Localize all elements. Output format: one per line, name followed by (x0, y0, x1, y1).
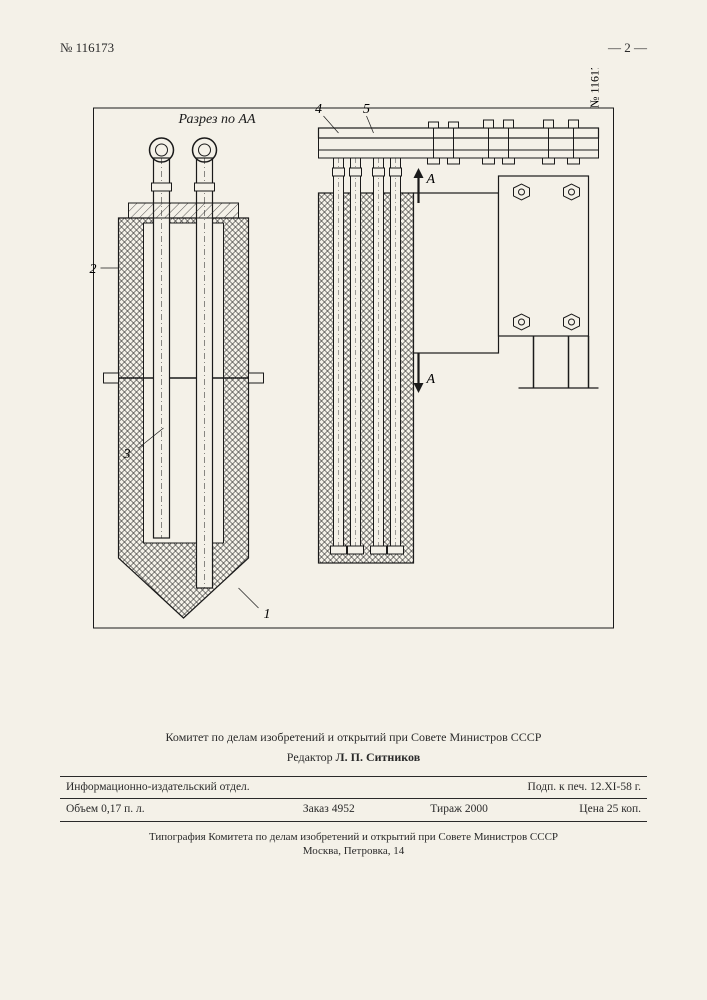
editor-name: Л. П. Ситников (336, 750, 421, 764)
technical-drawing: Разрез по АА (60, 68, 647, 668)
typography-line2: Москва, Петровка, 14 (60, 844, 647, 858)
typography-line1: Типография Комитета по делам изобретений… (60, 830, 647, 844)
editor-line: Редактор Л. П. Ситников (60, 748, 647, 766)
callout-1: 1 (264, 607, 271, 622)
imprint-r2c4: Цена 25 коп. (519, 799, 647, 821)
colophon: Комитет по делам изобретений и открытий … (60, 728, 647, 858)
callout-4: 4 (315, 102, 322, 117)
drawing-svg: Разрез по АА (60, 68, 647, 668)
imprint-r1c1: Информационно-издательский отдел. (60, 777, 399, 799)
page-header: № 116173 — 2 — (60, 40, 647, 56)
typography-block: Типография Комитета по делам изобретений… (60, 830, 647, 859)
section-label: Разрез по АА (178, 112, 257, 127)
side-doc-no: № 116173 (588, 68, 602, 108)
imprint-table: Информационно-издательский отдел. Подп. … (60, 776, 647, 822)
doc-number: № 116173 (60, 40, 114, 56)
imprint-r2c1: Объем 0,17 п. л. (60, 799, 259, 821)
committee-line: Комитет по делам изобретений и открытий … (60, 728, 647, 746)
imprint-r2c2: Заказ 4952 (259, 799, 399, 821)
callout-5: 5 (363, 102, 370, 117)
editor-label: Редактор (287, 750, 333, 764)
front-view: А А 4 5 № 116173 (315, 68, 602, 563)
imprint-r1c2: Подп. к печ. 12.XI-58 г. (399, 777, 647, 799)
imprint-r2c3: Тираж 2000 (399, 799, 519, 821)
header-bolts (428, 120, 580, 164)
section-view: Разрез по АА (90, 112, 271, 622)
callout-A-bot: А (426, 372, 436, 387)
page: № 116173 — 2 — Разрез по АА (0, 0, 707, 1000)
tube-left (150, 138, 174, 538)
page-number: — 2 — (608, 40, 647, 56)
section-marker-bottom: А (414, 353, 436, 393)
callout-2: 2 (90, 262, 97, 277)
callout-A-top: А (426, 172, 436, 187)
callout-3: 3 (123, 447, 131, 462)
